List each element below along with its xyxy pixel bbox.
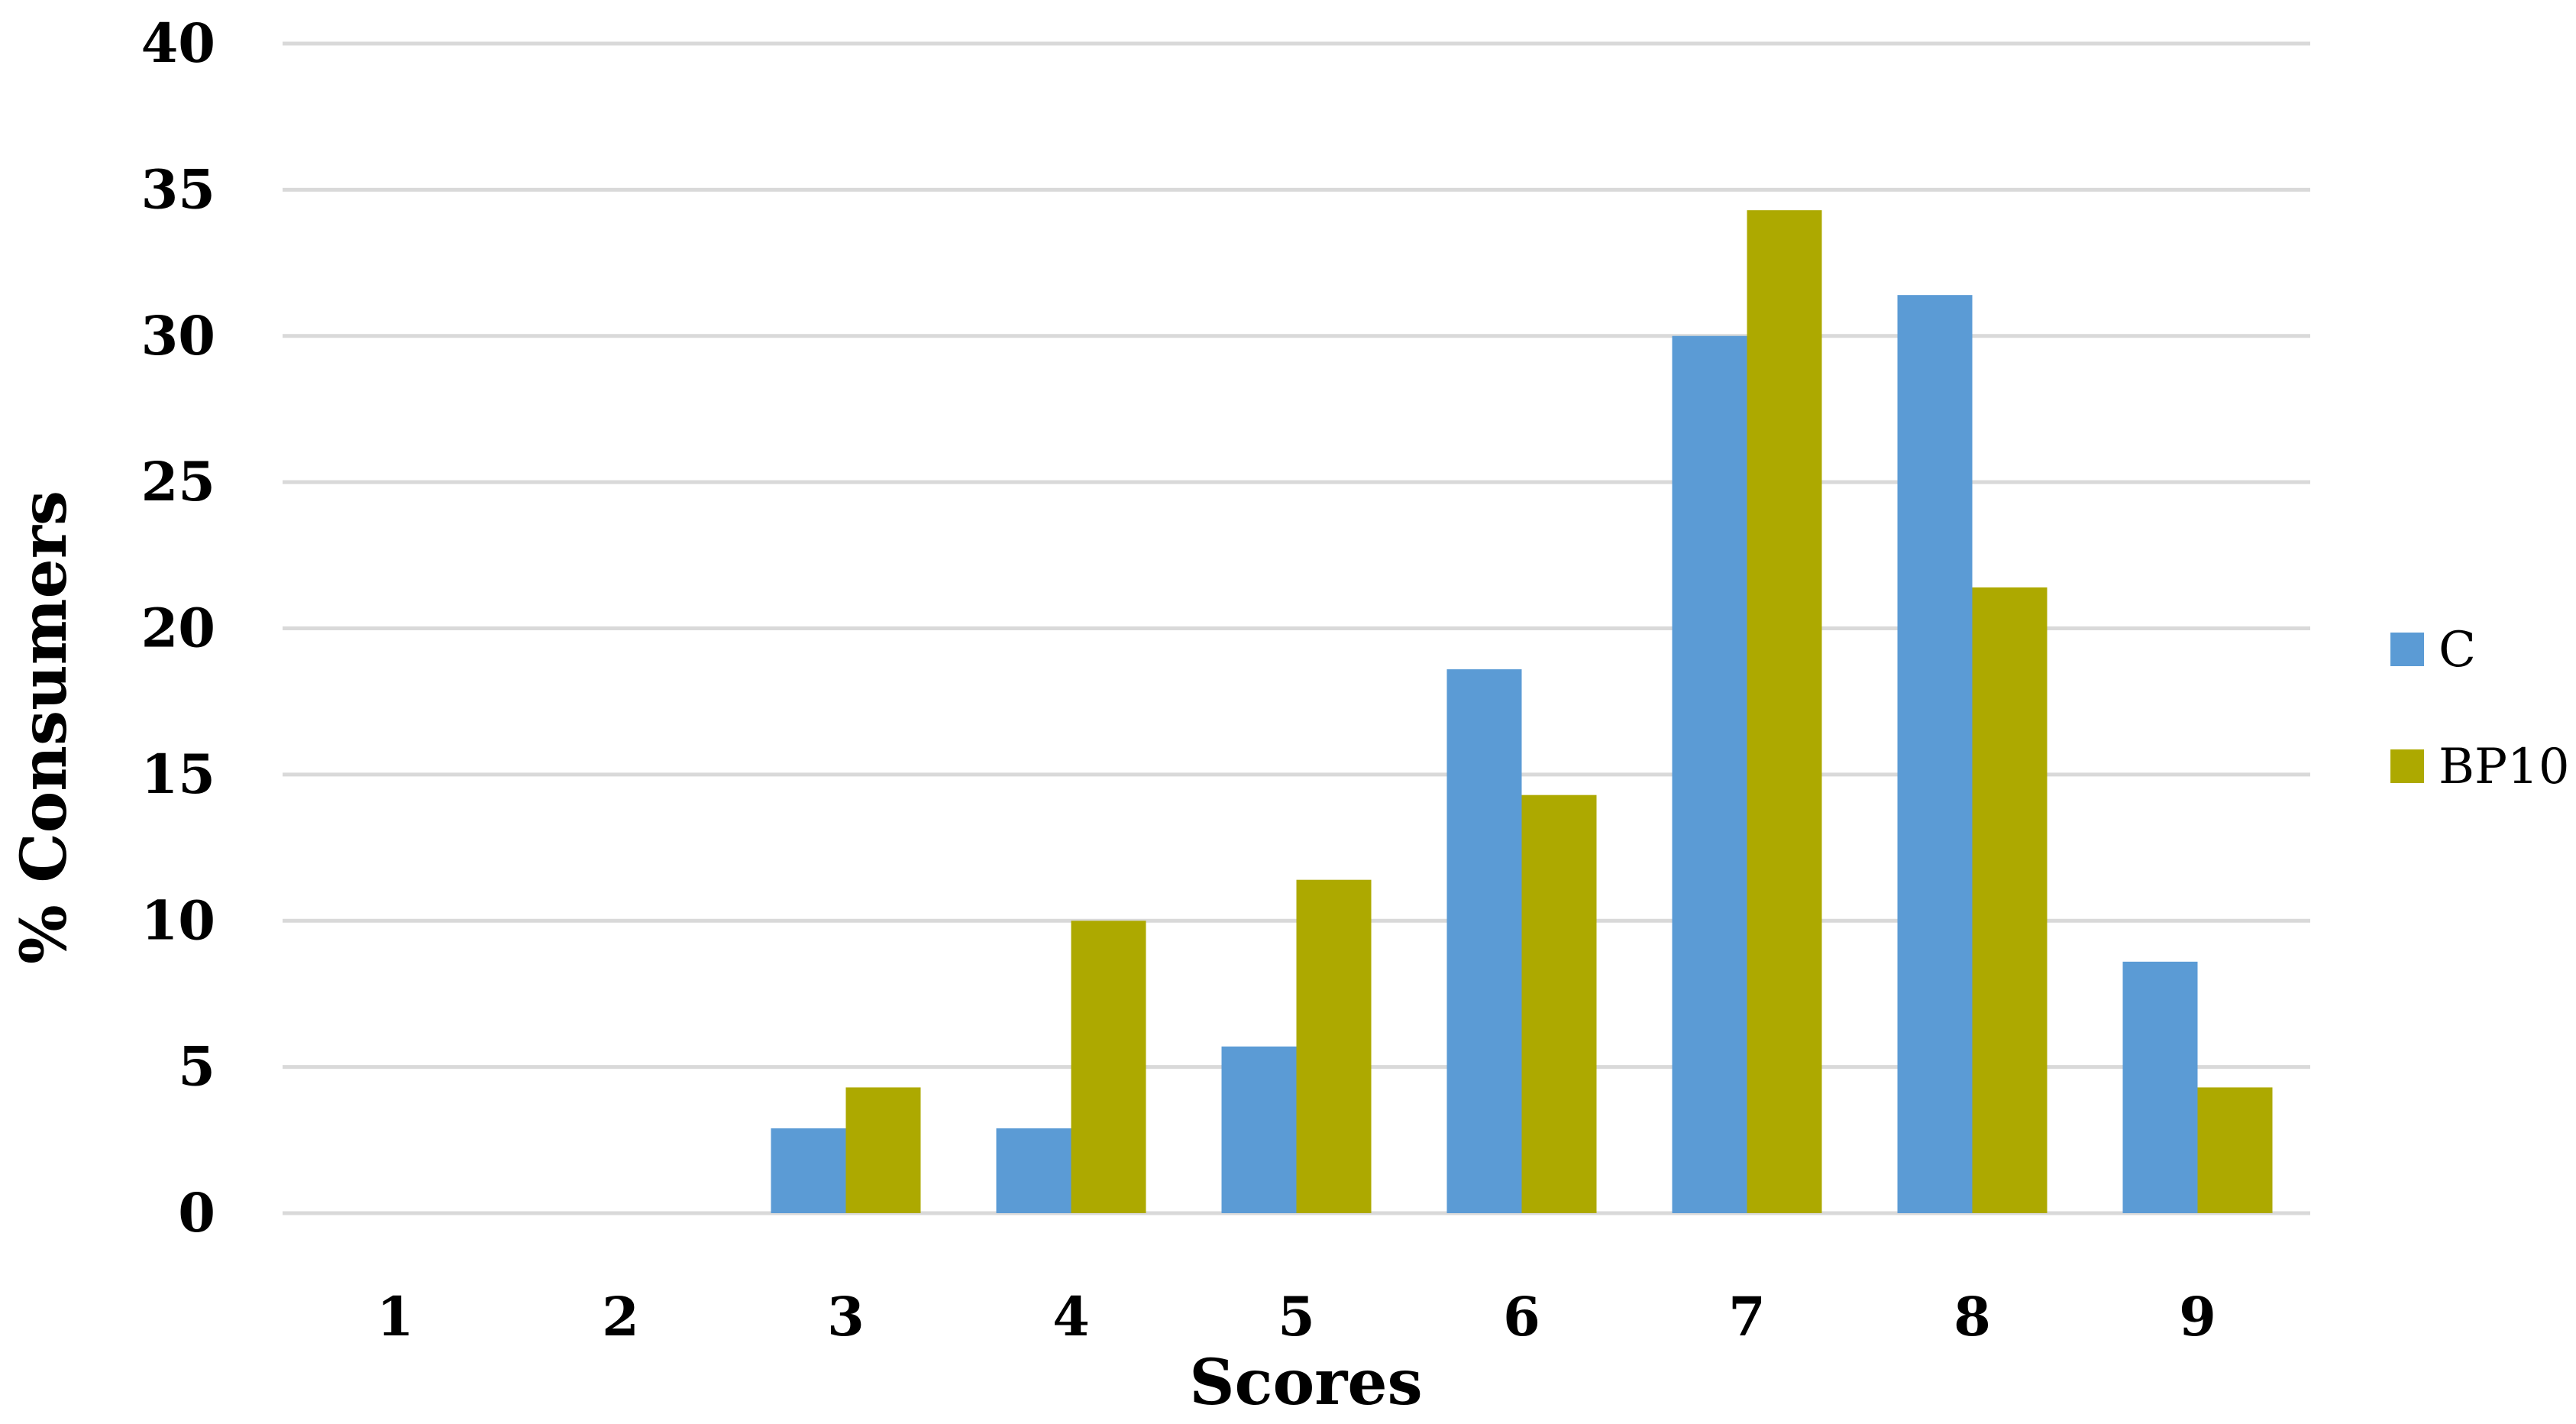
- y-tick-label: 5: [178, 1035, 215, 1099]
- legend-label: C: [2439, 622, 2476, 678]
- x-tick-label: 4: [1052, 1285, 1090, 1348]
- legend: C BP10: [2390, 622, 2570, 795]
- bar-bp10-7: [1747, 210, 1822, 1214]
- y-tick-label: 20: [141, 597, 215, 660]
- y-axis-ticks: 0 5 10 15 20 25 30 35 40: [141, 11, 215, 1244]
- legend-label: BP10: [2439, 739, 2570, 795]
- bar-bp10-8: [1972, 587, 2048, 1213]
- y-tick-label: 30: [141, 304, 215, 367]
- bar-bp10-9: [2197, 1087, 2273, 1213]
- bar-bp10-3: [845, 1087, 921, 1213]
- gridlines: [283, 41, 2310, 1215]
- legend-item-bp10: BP10: [2390, 739, 2570, 795]
- bar-bp10-4: [1071, 921, 1146, 1213]
- x-axis-ticks: 1 2 3 4 5 6 7 8 9: [377, 1285, 2216, 1348]
- bars: [771, 210, 2273, 1214]
- bar-c-3: [771, 1128, 846, 1213]
- bar-c-9: [2122, 961, 2198, 1213]
- x-axis-label: Scores: [1189, 1346, 1422, 1419]
- y-tick-label: 0: [178, 1181, 215, 1244]
- y-tick-label: 35: [141, 157, 215, 221]
- y-axis-label: % Consumers: [8, 490, 81, 964]
- x-tick-label: 8: [1954, 1285, 1991, 1348]
- x-tick-label: 1: [377, 1285, 414, 1348]
- y-tick-label: 15: [141, 743, 215, 806]
- bar-c-8: [1897, 295, 1973, 1213]
- legend-item-c: C: [2390, 622, 2476, 678]
- x-tick-label: 3: [827, 1285, 865, 1348]
- bar-c-5: [1221, 1046, 1297, 1213]
- x-tick-label: 5: [1278, 1285, 1315, 1348]
- bar-c-6: [1446, 669, 1522, 1213]
- legend-swatch: [2390, 749, 2424, 783]
- y-tick-label: 40: [141, 11, 215, 75]
- y-tick-label: 25: [141, 450, 215, 513]
- x-tick-label: 2: [602, 1285, 639, 1348]
- bar-c-4: [996, 1128, 1071, 1213]
- x-tick-label: 7: [1728, 1285, 1766, 1348]
- x-tick-label: 9: [2179, 1285, 2216, 1348]
- bar-c-7: [1672, 335, 1747, 1213]
- legend-swatch: [2390, 633, 2424, 666]
- bar-bp10-5: [1296, 879, 1372, 1213]
- bar-bp10-6: [1521, 795, 1597, 1213]
- x-tick-label: 6: [1503, 1285, 1540, 1348]
- y-tick-label: 10: [141, 888, 215, 952]
